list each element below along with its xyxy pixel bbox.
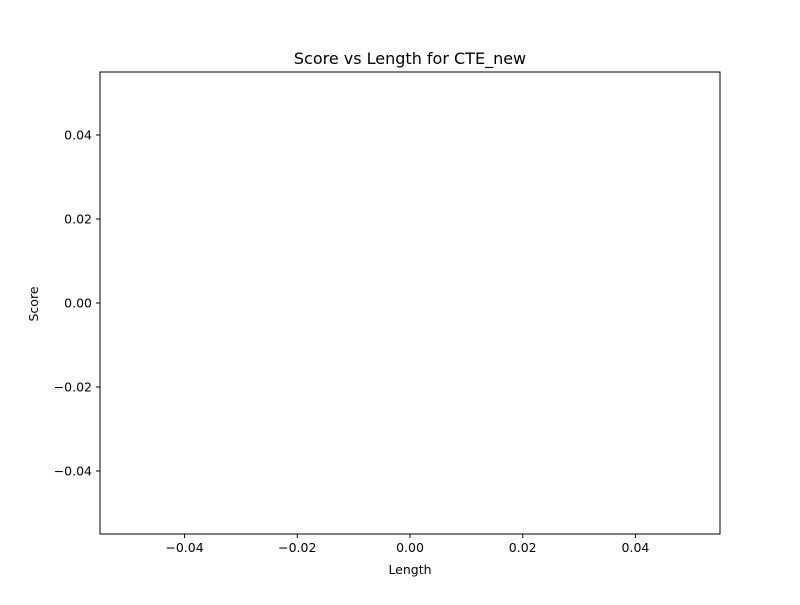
y-tick-label: 0.02 — [64, 212, 92, 227]
y-tick-label: 0.00 — [64, 296, 92, 311]
x-tick-label: −0.02 — [278, 540, 316, 555]
axes: −0.04 −0.02 0.00 0.02 0.04 −0.04 −0.02 0.00 0.02… — [54, 71, 721, 555]
y-tick-label: 0.04 — [64, 128, 92, 143]
x-tick-label: 0.00 — [396, 540, 424, 555]
x-tick-label: 0.04 — [622, 540, 650, 555]
chart-title: Score vs Length for CTE_new — [294, 49, 526, 69]
x-axis-label: Length — [388, 562, 431, 577]
y-tick-label: −0.04 — [54, 464, 92, 479]
x-tick-label: 0.02 — [509, 540, 537, 555]
y-tick-label: −0.02 — [54, 380, 92, 395]
y-axis-label: Score — [26, 286, 41, 321]
x-tick-label: −0.04 — [165, 540, 203, 555]
